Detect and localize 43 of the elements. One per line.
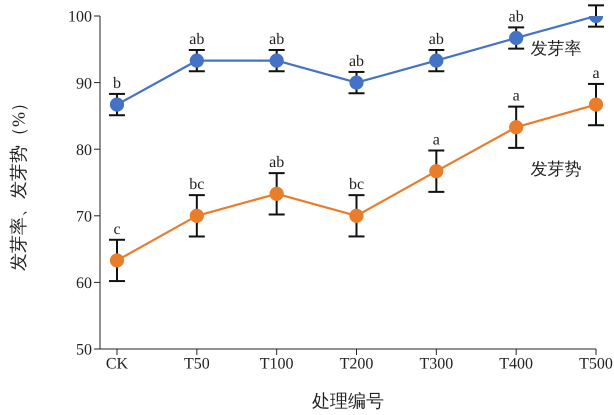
point [270,186,284,201]
point [190,208,204,223]
annotation: ab [348,52,364,70]
point [509,120,524,134]
y-tick-label: 50 [76,342,92,359]
x-tick-label: T100 [260,355,294,372]
annotation: a [592,64,600,82]
x-tick-label: T300 [419,355,454,372]
x-axis-title: 处理编号 [312,391,384,411]
annotation: ab [189,30,204,48]
x-tick-label: T50 [184,355,210,372]
point [509,30,524,46]
x-tick-label: CK [106,355,129,372]
annotation: bc [189,176,204,194]
point [588,97,604,112]
point [270,54,284,68]
y-tick-label: 60 [76,275,92,292]
point [110,253,124,268]
x-tick-label: T200 [340,355,374,372]
point [110,97,124,112]
y-tick-label: 70 [76,208,92,226]
x-tick-label: T500 [579,355,613,372]
series-label: 发芽势 [530,160,582,179]
y-axis-title: 发芽率、发芽势（%） [8,94,28,271]
point [349,208,364,223]
series-label: 发芽率 [530,39,582,58]
x-tick-label: T400 [499,355,534,372]
annotation: c [113,220,121,238]
annotation: ab [508,8,524,26]
annotation: ab [269,30,284,48]
point [429,54,444,68]
y-tick-label: 80 [76,142,92,159]
annotation: bc [348,176,364,194]
y-tick-label: 100 [68,8,92,26]
point [190,54,204,68]
annotation: ab [428,30,444,48]
y-tick-label: 90 [76,75,92,92]
annotation: a [512,88,520,105]
annotation: ab [269,154,284,172]
annotation: a [432,132,440,149]
annotation: b [113,74,121,92]
point [429,164,444,178]
point [349,76,364,90]
